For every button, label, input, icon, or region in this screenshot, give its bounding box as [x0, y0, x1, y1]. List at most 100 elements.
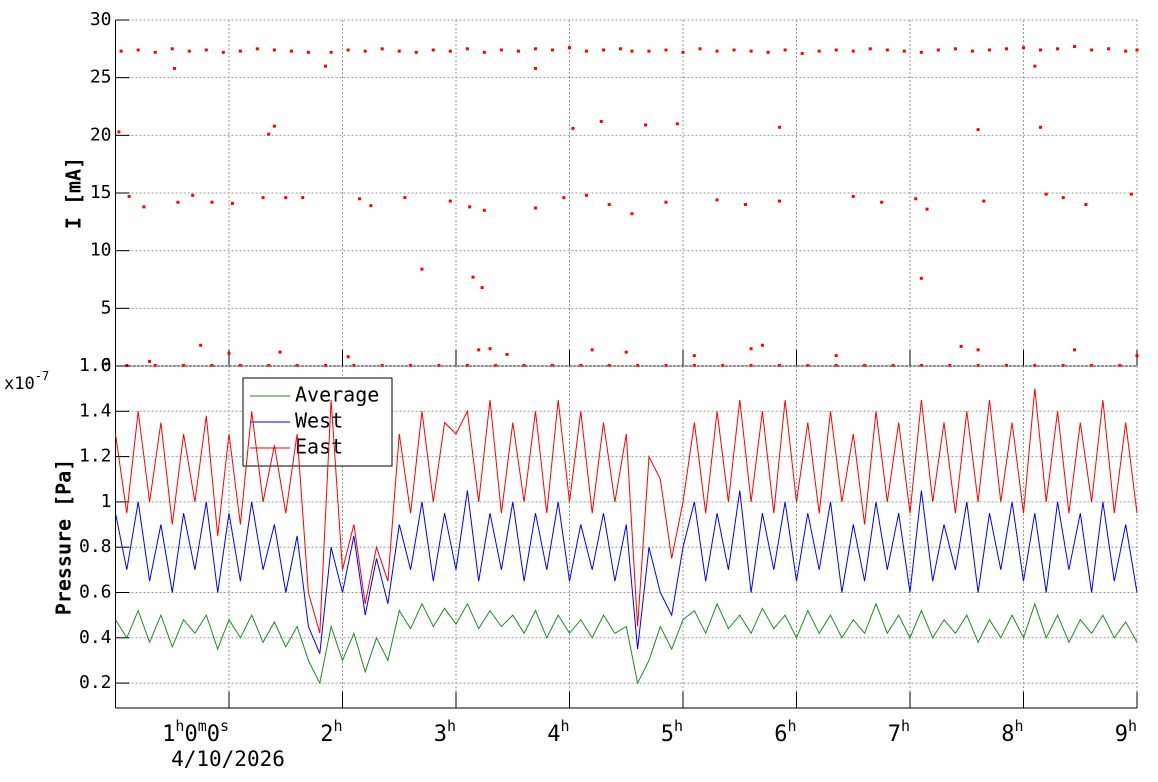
point: [480, 286, 484, 290]
point: [272, 124, 276, 128]
x-tick-label: 6h: [774, 717, 796, 748]
point: [289, 49, 293, 53]
point: [1090, 363, 1094, 367]
point: [749, 49, 753, 53]
point: [477, 348, 481, 352]
point: [170, 47, 174, 51]
point: [970, 49, 974, 53]
point: [533, 206, 537, 210]
point: [851, 49, 855, 53]
point: [267, 132, 271, 136]
point: [210, 363, 214, 367]
y-tick-label: 15: [90, 182, 112, 203]
point: [346, 48, 350, 52]
series-line: [115, 602, 1138, 685]
point: [698, 47, 702, 51]
point: [278, 350, 282, 354]
point: [630, 212, 634, 216]
point: [380, 47, 384, 51]
point: [777, 363, 781, 367]
point: [936, 48, 940, 52]
x-tick-label: 9h: [1115, 717, 1137, 748]
point: [987, 48, 991, 52]
point: [1039, 125, 1043, 129]
point: [919, 50, 923, 54]
x-tick-label: 2h: [320, 717, 342, 748]
point: [284, 196, 288, 200]
point: [562, 196, 566, 200]
point: [914, 197, 918, 201]
point: [851, 194, 855, 198]
axis-exponent: x10-7: [4, 369, 49, 395]
point: [919, 276, 923, 280]
point: [777, 199, 781, 203]
point: [125, 363, 129, 367]
point: [800, 51, 804, 55]
point: [414, 50, 418, 54]
legend-label: Average: [295, 383, 379, 407]
y-tick-label: 20: [90, 124, 112, 145]
point: [585, 193, 589, 197]
point: [295, 363, 299, 367]
point: [210, 200, 214, 204]
point: [352, 363, 356, 367]
point: [868, 47, 872, 51]
point: [482, 208, 486, 212]
point: [199, 343, 203, 347]
point: [599, 119, 603, 123]
point: [607, 203, 611, 207]
point: [692, 354, 696, 358]
y-tick-label: 10: [90, 240, 112, 261]
y-tick-label: 1.4: [79, 400, 112, 421]
point: [550, 363, 554, 367]
point: [488, 347, 492, 351]
point: [834, 48, 838, 52]
point: [1135, 48, 1139, 52]
point: [1129, 192, 1133, 196]
point: [148, 359, 152, 363]
point: [636, 363, 640, 367]
point: [1004, 363, 1008, 367]
exponent-base: x10: [4, 374, 35, 394]
point: [176, 200, 180, 204]
point: [1073, 348, 1077, 352]
point: [834, 363, 838, 367]
point: [925, 207, 929, 211]
point: [119, 49, 123, 53]
point: [142, 205, 146, 209]
point: [238, 363, 242, 367]
point: [749, 363, 753, 367]
point: [409, 363, 413, 367]
point: [191, 193, 195, 197]
x-tick-label: 1h0m0s: [162, 717, 229, 748]
point: [153, 363, 157, 367]
series-line: [115, 490, 1138, 654]
point: [182, 363, 186, 367]
point: [863, 363, 867, 367]
point: [571, 126, 575, 130]
point: [482, 50, 486, 54]
point: [267, 363, 271, 367]
point: [948, 363, 952, 367]
point: [358, 197, 362, 201]
point: [1061, 363, 1065, 367]
y-tick-label: 1: [101, 491, 112, 512]
point: [346, 355, 350, 359]
point: [522, 363, 526, 367]
point: [664, 200, 668, 204]
point: [1107, 47, 1111, 51]
point: [630, 49, 634, 53]
point: [1124, 49, 1128, 53]
point: [806, 363, 810, 367]
point: [1084, 203, 1088, 207]
point: [834, 354, 838, 358]
point: [743, 203, 747, 207]
point: [397, 49, 401, 53]
point: [516, 49, 520, 53]
point: [363, 49, 367, 53]
point: [117, 130, 121, 134]
point: [403, 196, 407, 200]
y-axis-title: Pressure [Pa]: [52, 459, 76, 616]
point: [437, 363, 441, 367]
